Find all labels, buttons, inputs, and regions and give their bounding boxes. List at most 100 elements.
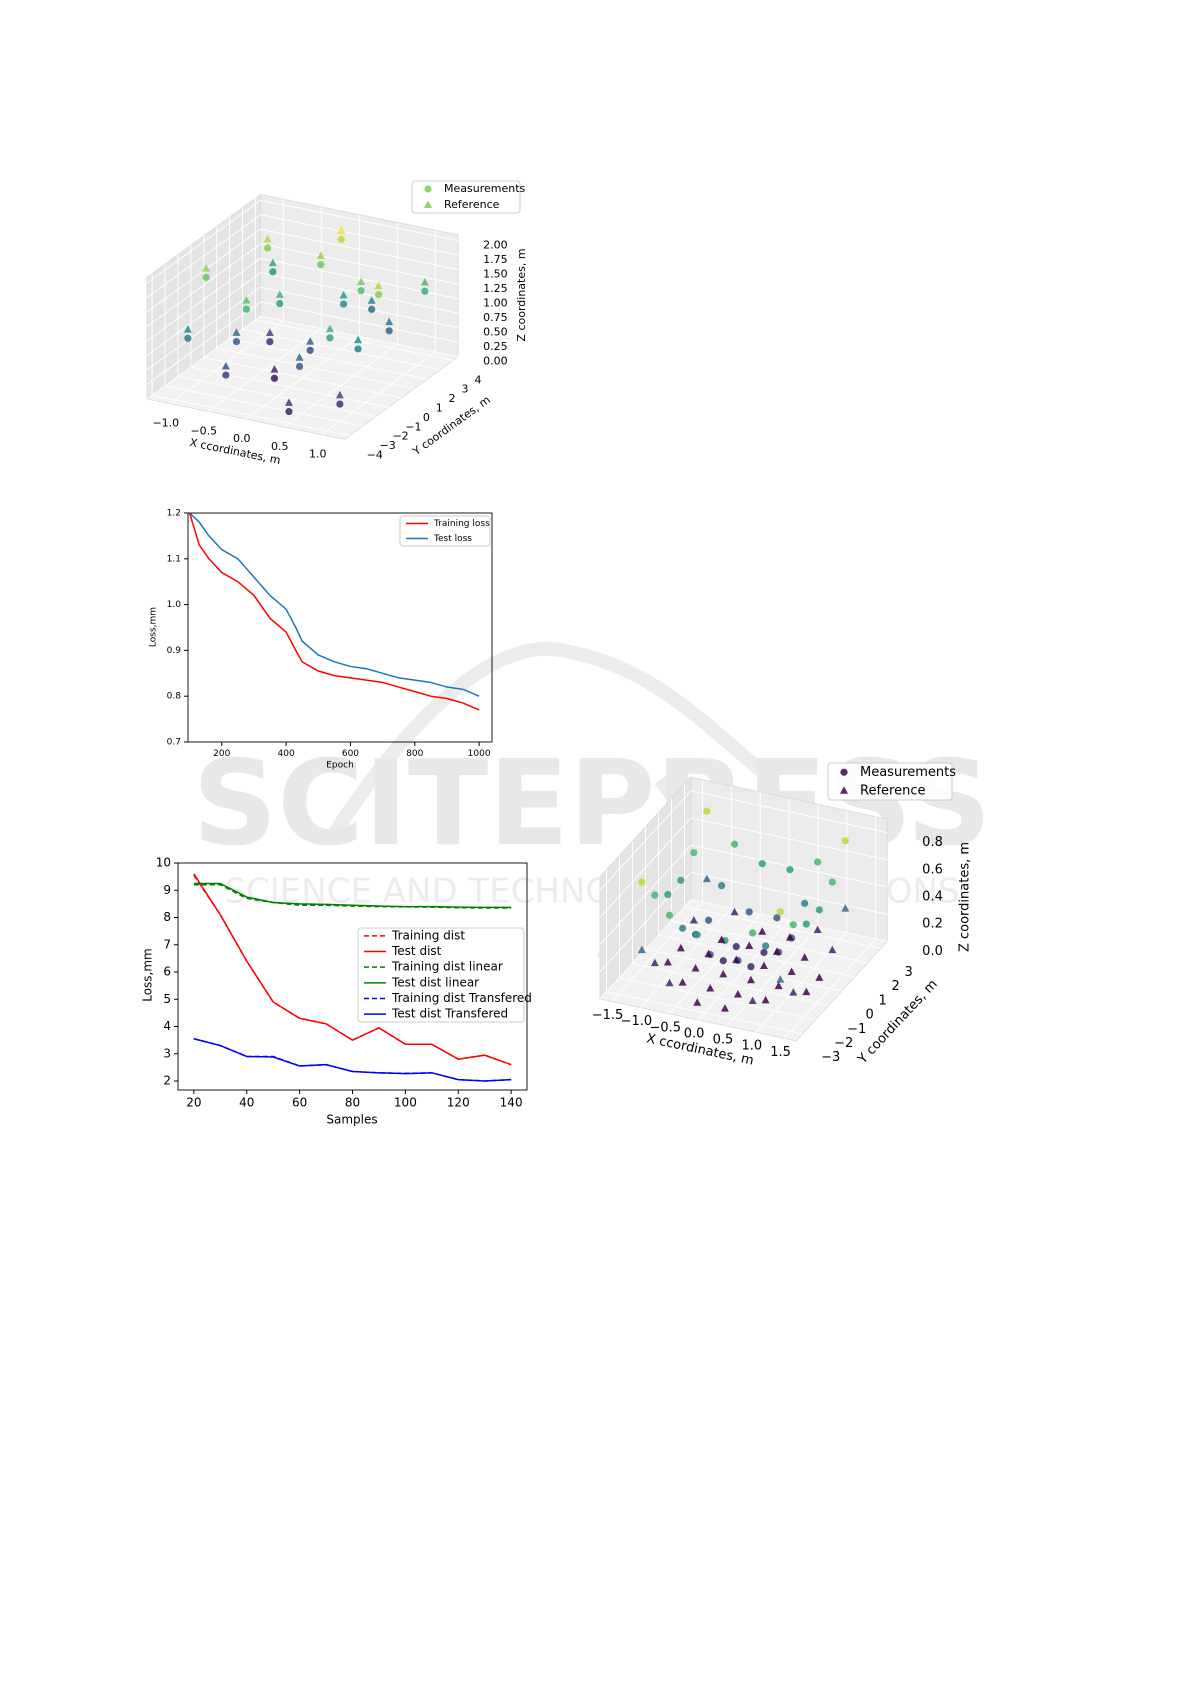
x-axis-label: Samples (326, 1113, 377, 1127)
reference-marker (789, 988, 798, 996)
measurement-marker (693, 931, 701, 939)
measurement-marker (222, 371, 230, 379)
z-tick-label: 2.00 (483, 239, 508, 252)
grid-line (690, 817, 888, 861)
reference-marker (637, 945, 646, 954)
legend-box (827, 762, 953, 801)
reference-marker (787, 967, 796, 975)
reference-marker (202, 264, 211, 272)
y-tick-label: −3 (821, 1050, 840, 1065)
reference-marker (663, 958, 672, 966)
y-tick-label: 1 (879, 993, 887, 1008)
grid-line (164, 385, 363, 427)
measurement-marker (828, 878, 836, 886)
reference-marker (772, 947, 781, 955)
series-line (188, 512, 480, 711)
grid-line (146, 257, 261, 342)
measurement-marker (749, 929, 757, 937)
measurement-marker (732, 942, 740, 951)
plot-frame (187, 512, 493, 743)
grid-line (146, 286, 261, 371)
reference-marker (693, 998, 702, 1006)
reference-marker (339, 290, 348, 299)
reference-marker (275, 290, 284, 298)
x-tick-label: 400 (278, 749, 295, 759)
reference-marker (424, 200, 432, 208)
x-tick-label: 120 (447, 1096, 470, 1110)
legend-box (411, 180, 521, 214)
measurement-marker (678, 924, 687, 932)
measurement-marker (354, 345, 362, 353)
reference-marker (761, 995, 770, 1004)
grid-line (599, 899, 692, 1000)
grid-line (260, 199, 459, 242)
reference-marker (650, 958, 659, 967)
measurement-marker (789, 921, 797, 929)
plot-frame (177, 862, 528, 1091)
legend-label: Training dist (391, 928, 465, 942)
grid-line (260, 214, 459, 256)
reference-marker (745, 941, 754, 949)
y-tick-label: 7 (163, 937, 171, 951)
reference-marker (335, 390, 344, 399)
x-tick-label: 0.5 (713, 1033, 734, 1048)
reference-marker (746, 975, 755, 984)
reference-marker (306, 337, 315, 345)
x-tick-label: 1.5 (770, 1045, 791, 1060)
reference-marker (268, 258, 277, 267)
reference-marker (357, 277, 366, 285)
y-axis-label: Loss,mm (141, 948, 155, 1002)
reference-marker (354, 335, 363, 344)
reference-marker (840, 786, 848, 794)
measurement-marker (232, 337, 241, 346)
grid-line (671, 920, 868, 964)
reference-marker (813, 925, 822, 933)
reference-marker (800, 953, 809, 961)
y-tick-label: 6 (163, 965, 171, 979)
grid-line (146, 315, 261, 400)
z-axis-label: Z coordinates, m (958, 842, 973, 952)
measurement-marker (776, 908, 784, 916)
grid-line (260, 286, 459, 329)
reference-marker (706, 984, 715, 992)
grid-line (599, 817, 692, 918)
reference-marker (242, 295, 251, 304)
z-tick-label: 1.75 (483, 253, 508, 266)
reference-marker (717, 935, 726, 944)
grid-line (146, 301, 261, 385)
grid-line (242, 328, 441, 371)
grid-line (203, 357, 402, 399)
x-tick-label: 40 (239, 1096, 254, 1110)
grid-line (645, 948, 842, 992)
grid-line (690, 844, 888, 888)
reference-marker (802, 987, 811, 996)
z-axis-label: Z coordinates, m (515, 248, 528, 341)
x-tick-label: 100 (394, 1096, 417, 1110)
measurement-marker (814, 858, 822, 866)
x-tick-label: −1.0 (152, 417, 179, 430)
x-tick-label: 1.0 (741, 1039, 762, 1054)
series-line (189, 512, 480, 697)
x-tick-label: 80 (345, 1096, 360, 1110)
measurement-marker (704, 916, 713, 924)
reference-marker (776, 975, 785, 983)
y-tick-label: 1.2 (167, 509, 181, 519)
measurement-marker (269, 268, 277, 276)
legend-label: Test dist Transfered (391, 1007, 508, 1021)
reference-marker (420, 278, 429, 286)
measurement-marker (385, 327, 393, 335)
y-tick-label: 0.7 (167, 738, 181, 748)
z-tick-label: 0.4 (922, 890, 943, 905)
y-tick-label: 8 (163, 910, 171, 924)
measurement-marker (368, 305, 376, 313)
z-tick-label: 0.6 (922, 862, 943, 877)
measurement-marker (285, 407, 293, 416)
x-tick-label: 0.5 (271, 440, 289, 453)
z-tick-label: 0.00 (483, 355, 508, 368)
z-tick-label: 1.25 (483, 282, 508, 295)
grid-line (177, 375, 376, 418)
grid-line (260, 315, 459, 358)
reference-marker (785, 933, 794, 941)
y-tick-label: −4 (367, 449, 383, 462)
reference-marker (720, 1004, 729, 1012)
